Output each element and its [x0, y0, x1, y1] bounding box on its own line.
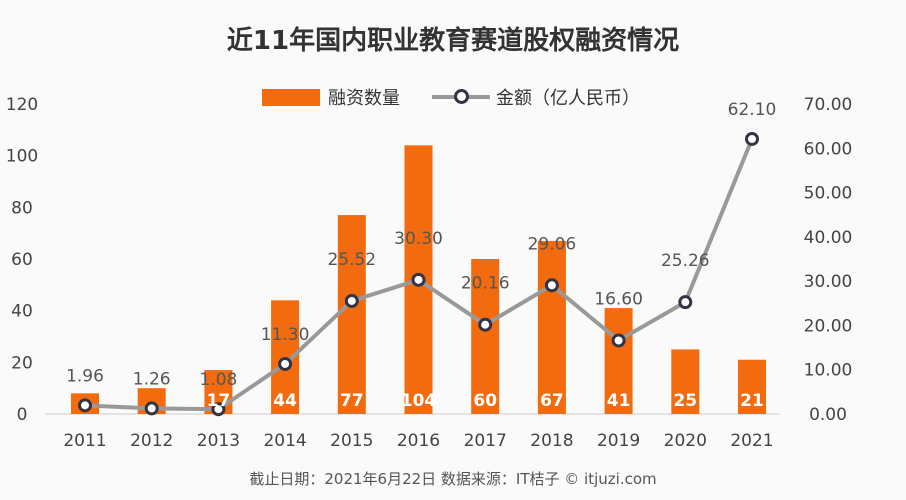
line-point [411, 272, 426, 287]
right-tick-label: 40.00 [804, 228, 853, 248]
right-tick-label: 0.00 [809, 405, 847, 425]
x-tick-label: 2019 [597, 431, 640, 451]
line-data-label: 11.30 [261, 325, 310, 345]
line-point [78, 398, 92, 413]
right-tick-label: 10.00 [804, 361, 853, 381]
bar-data-label: 44 [273, 391, 297, 411]
line-point [278, 356, 293, 371]
left-tick-label: 40 [11, 302, 33, 322]
line-point [211, 402, 226, 417]
line-data-label: 62.10 [728, 100, 777, 120]
line-data-label: 25.26 [661, 251, 710, 271]
chart-title: 近11年国内职业教育赛道股权融资情况 [226, 26, 680, 56]
x-tick-label: 2017 [464, 431, 507, 451]
line-data-label: 30.30 [394, 229, 443, 249]
x-tick-label: 2020 [664, 431, 707, 451]
left-tick-label: 20 [11, 353, 33, 373]
x-tick-label: 2011 [63, 431, 106, 451]
bar [471, 259, 500, 414]
right-tick-label: 30.00 [804, 272, 853, 292]
legend-line-label: 金额（亿人民币） [496, 88, 640, 109]
right-tick-label: 50.00 [804, 184, 853, 204]
bar [604, 308, 633, 414]
line-point [544, 278, 559, 293]
line-point [678, 295, 693, 310]
bar [537, 240, 566, 414]
bar [337, 215, 366, 414]
line-point [478, 317, 493, 332]
bar [738, 359, 766, 414]
x-tick-label: 2016 [397, 431, 440, 451]
x-tick-label: 2013 [197, 431, 240, 451]
line-point [611, 333, 626, 348]
legend-bar-label: 融资数量 [328, 88, 400, 109]
bar [671, 349, 700, 414]
line-data-label: 1.08 [199, 370, 237, 390]
line-data-label: 20.16 [461, 274, 510, 294]
left-tick-label: 60 [11, 250, 33, 270]
legend: 融资数量 金额（亿人民币） [262, 84, 640, 110]
line-point [144, 401, 159, 416]
line-data-label: 25.52 [327, 250, 376, 270]
footer-source: 截止日期：2021年6月22日 数据来源：IT桔子 © itjuzi.com [249, 470, 657, 488]
left-tick-label: 120 [6, 95, 38, 115]
x-tick-label: 2018 [530, 431, 573, 451]
bar-data-label: 41 [607, 391, 631, 411]
left-tick-label: 0 [17, 405, 28, 425]
right-tick-label: 60.00 [804, 139, 853, 159]
line-data-label: 29.06 [528, 234, 577, 254]
right-tick-label: 70.00 [804, 95, 853, 115]
bar-data-label: 21 [740, 391, 764, 411]
bar-data-label: 60 [473, 391, 497, 411]
bar-data-label: 67 [540, 391, 564, 411]
legend-bar-swatch [262, 88, 320, 106]
left-tick-label: 80 [11, 198, 33, 218]
bar-data-label: 25 [673, 391, 697, 411]
bar-data-label: 104 [401, 391, 437, 411]
bar-data-label: 77 [340, 391, 364, 411]
bar-data-label: 17 [207, 391, 231, 411]
right-tick-label: 20.00 [804, 316, 853, 336]
x-tick-label: 2014 [263, 431, 306, 451]
line-data-label: 16.60 [594, 289, 643, 309]
line-point [745, 131, 759, 146]
x-tick-label: 2015 [330, 431, 373, 451]
line-data-label: 1.26 [133, 369, 171, 389]
left-tick-label: 100 [6, 147, 38, 167]
line-point [344, 293, 359, 308]
x-tick-label: 2012 [130, 431, 173, 451]
x-tick-label: 2021 [730, 431, 773, 451]
legend-line-swatch [432, 89, 490, 104]
line-data-label: 1.96 [66, 366, 104, 386]
